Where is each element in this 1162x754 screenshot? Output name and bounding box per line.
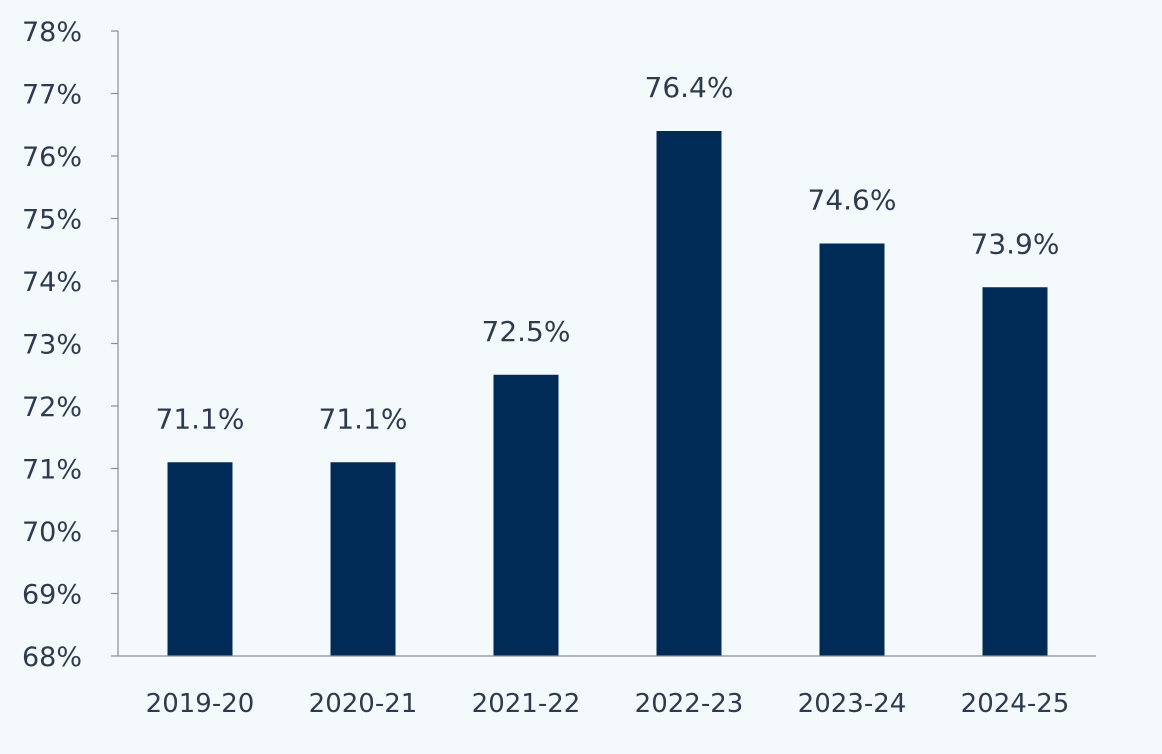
- y-axis-ticks: 68% 69% 70% 71% 72% 73% 74% 75% 76% 77% 78%: [22, 17, 118, 673]
- bar-2019-20: [167, 462, 233, 656]
- x-tick-label-2022-23: 2022-23: [635, 689, 744, 719]
- y-tick-label: 72%: [22, 392, 82, 423]
- x-tick-label-2024-25: 2024-25: [961, 689, 1070, 719]
- bar-2020-21: [330, 462, 396, 656]
- y-tick-label: 69%: [22, 580, 82, 611]
- data-label-2023-24: 74.6%: [808, 184, 897, 217]
- x-tick-label-2019-20: 2019-20: [146, 689, 255, 719]
- bar-2024-25: [982, 287, 1048, 656]
- data-labels: 71.1% 71.1% 72.5% 76.4% 74.6% 73.9%: [156, 71, 1060, 435]
- data-label-2021-22: 72.5%: [482, 315, 571, 348]
- data-label-2022-23: 76.4%: [645, 71, 734, 104]
- y-tick-label: 71%: [22, 455, 82, 486]
- x-axis-labels: 2019-20 2020-21 2021-22 2022-23 2023-24 2024-…: [146, 689, 1070, 719]
- bar-2022-23: [656, 131, 722, 656]
- y-tick-label: 73%: [22, 330, 82, 361]
- x-tick-label-2023-24: 2023-24: [798, 689, 907, 719]
- y-tick-label: 68%: [22, 642, 82, 673]
- x-tick-label-2020-21: 2020-21: [309, 689, 418, 719]
- y-tick-label: 75%: [22, 205, 82, 236]
- data-label-2020-21: 71.1%: [319, 402, 408, 435]
- y-tick-label: 77%: [22, 80, 82, 111]
- bar-2021-22: [493, 374, 559, 656]
- y-tick-label: 76%: [22, 142, 82, 173]
- data-label-2024-25: 73.9%: [971, 227, 1060, 260]
- x-tick-label-2021-22: 2021-22: [472, 689, 581, 719]
- data-label-2019-20: 71.1%: [156, 402, 245, 435]
- bars: [167, 131, 1048, 656]
- y-tick-label: 74%: [22, 267, 82, 298]
- bar-2023-24: [819, 243, 885, 656]
- y-tick-label: 78%: [22, 17, 82, 48]
- y-tick-label: 70%: [22, 517, 82, 548]
